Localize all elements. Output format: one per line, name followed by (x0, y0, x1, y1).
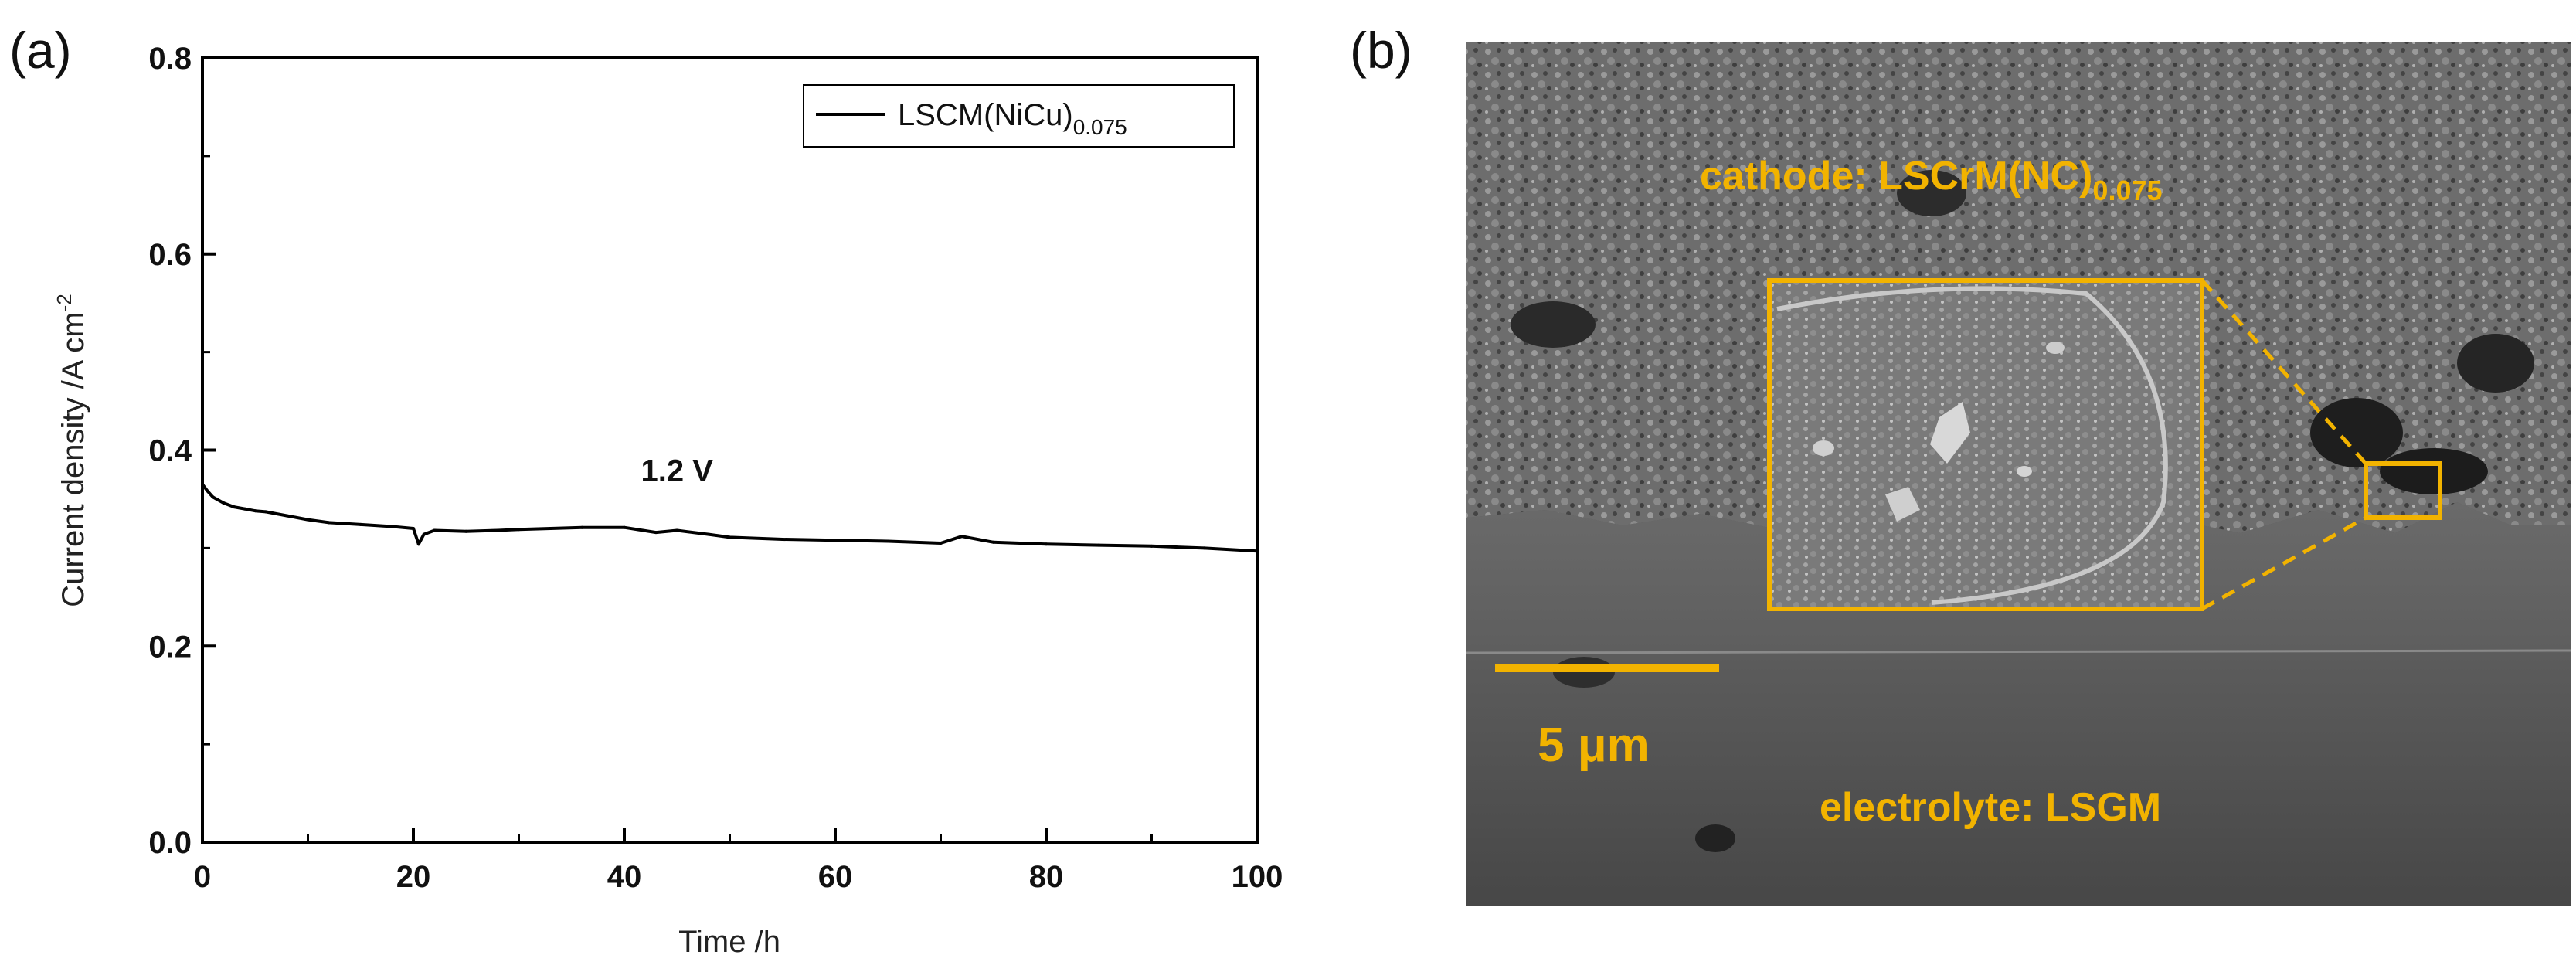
series-point (707, 532, 711, 536)
x-tick-label: 80 (1029, 860, 1064, 894)
legend: LSCM(NiCu)0.075 (803, 84, 1235, 148)
inset-grain (2046, 342, 2065, 354)
series-point (780, 537, 784, 541)
y-axis-label: Current density /A cm-2 (53, 294, 90, 607)
series-point (939, 542, 943, 545)
series-line-lscm (201, 483, 1258, 553)
series-point (886, 539, 890, 543)
series-point (232, 505, 236, 509)
series-point (201, 482, 204, 486)
cathode-pore (1897, 170, 1966, 216)
cathode-pore (2380, 448, 2488, 494)
series-point (412, 527, 415, 530)
series-point (464, 529, 468, 533)
cathode-label: cathode: LSCrM(NC)0.075 (1700, 154, 2163, 206)
zoom-connector-bottom (2200, 515, 2367, 611)
series-point (1256, 549, 1259, 553)
series-point (517, 528, 521, 532)
series-point (1045, 542, 1048, 546)
series-point (263, 510, 267, 514)
series-point (1202, 546, 1206, 550)
series-point (675, 528, 679, 532)
series-point (206, 489, 209, 493)
electrolyte-layer (1466, 653, 2571, 906)
x-tick-label: 100 (1232, 860, 1283, 894)
series-point (496, 528, 500, 532)
inset-grain (2017, 466, 2032, 477)
cathode-pore (1511, 301, 1596, 348)
legend-entry-name: LSCM(NiCu) (898, 98, 1073, 132)
cathode-label-main: cathode: LSCrM(NC) (1700, 154, 2092, 199)
series-point (390, 525, 394, 528)
zoom-region-box (2364, 461, 2442, 520)
y-tick-label: 0.4 (148, 434, 192, 468)
cathode-pore (2457, 334, 2534, 393)
series-point (654, 531, 658, 535)
inset-grain (1885, 487, 1920, 522)
y-tick-label: 0.8 (148, 42, 192, 76)
series-point (211, 495, 215, 499)
series-point (728, 535, 732, 539)
y-tick-label: 0.2 (148, 630, 192, 664)
line-chart: 0 20 40 60 80 100 0.0 0.2 0.4 0.6 0.8 1.2 V Time /… (53, 42, 1283, 959)
cathode-pore (2310, 398, 2403, 467)
series-point (960, 535, 963, 539)
inset-frame (1767, 278, 2204, 611)
plot-frame (201, 56, 1259, 844)
x-tick-label: 0 (194, 860, 211, 894)
scale-bar-label: 5 μm (1538, 719, 1650, 772)
electrolyte-label: electrolyte: LSGM (1820, 785, 2161, 830)
series-point (580, 525, 584, 529)
series-point (991, 540, 995, 544)
x-tick-label: 20 (396, 860, 431, 894)
series-point (306, 518, 310, 522)
inset-grain (1813, 440, 1834, 456)
series-point (222, 501, 226, 505)
series-point (623, 525, 626, 529)
inset-particle-edge (1776, 286, 2168, 605)
series-point (549, 527, 552, 530)
panel-b-label: (b) (1350, 22, 1412, 79)
voltage-annotation: 1.2 V (641, 454, 714, 488)
x-tick-label: 40 (607, 860, 642, 894)
zoom-connector-top (2200, 279, 2367, 465)
series-point (253, 509, 257, 513)
y-axis-label-superscript: -2 (53, 294, 76, 311)
x-axis-label: Time /h (678, 925, 780, 959)
cathode-label-subscript: 0.075 (2092, 175, 2162, 206)
series-point (416, 542, 420, 546)
series-points (201, 482, 1259, 553)
electrolyte-defect (1695, 824, 1735, 852)
series-point (1150, 544, 1154, 548)
inset-image (1769, 280, 2202, 609)
series-point (834, 539, 837, 542)
y-tick-label: 0.6 (148, 238, 192, 272)
series-point (285, 514, 289, 518)
sem-micrograph: cathode: LSCrM(NC)0.075 electrolyte: LSG… (1466, 42, 2572, 906)
legend-entry: LSCM(NiCu)0.075 (898, 98, 1127, 139)
inset-grain (1930, 402, 1970, 464)
axis-ticks (201, 56, 1259, 844)
series-point (433, 528, 437, 532)
axis-tick-labels: 0 20 40 60 80 100 0.0 0.2 0.4 0.6 0.8 (148, 42, 1283, 894)
x-tick-label: 60 (818, 860, 853, 894)
y-tick-label: 0.0 (148, 826, 192, 860)
series-point (1097, 543, 1101, 547)
series-point (243, 507, 246, 511)
y-axis-label-main: Current density /A cm (56, 311, 90, 607)
series-point (422, 532, 426, 536)
series-point (327, 521, 331, 525)
legend-entry-subscript: 0.075 (1073, 115, 1127, 139)
electrolyte-interface (1466, 649, 2572, 654)
panel-a-label: (a) (9, 22, 72, 79)
series-point (359, 522, 362, 526)
